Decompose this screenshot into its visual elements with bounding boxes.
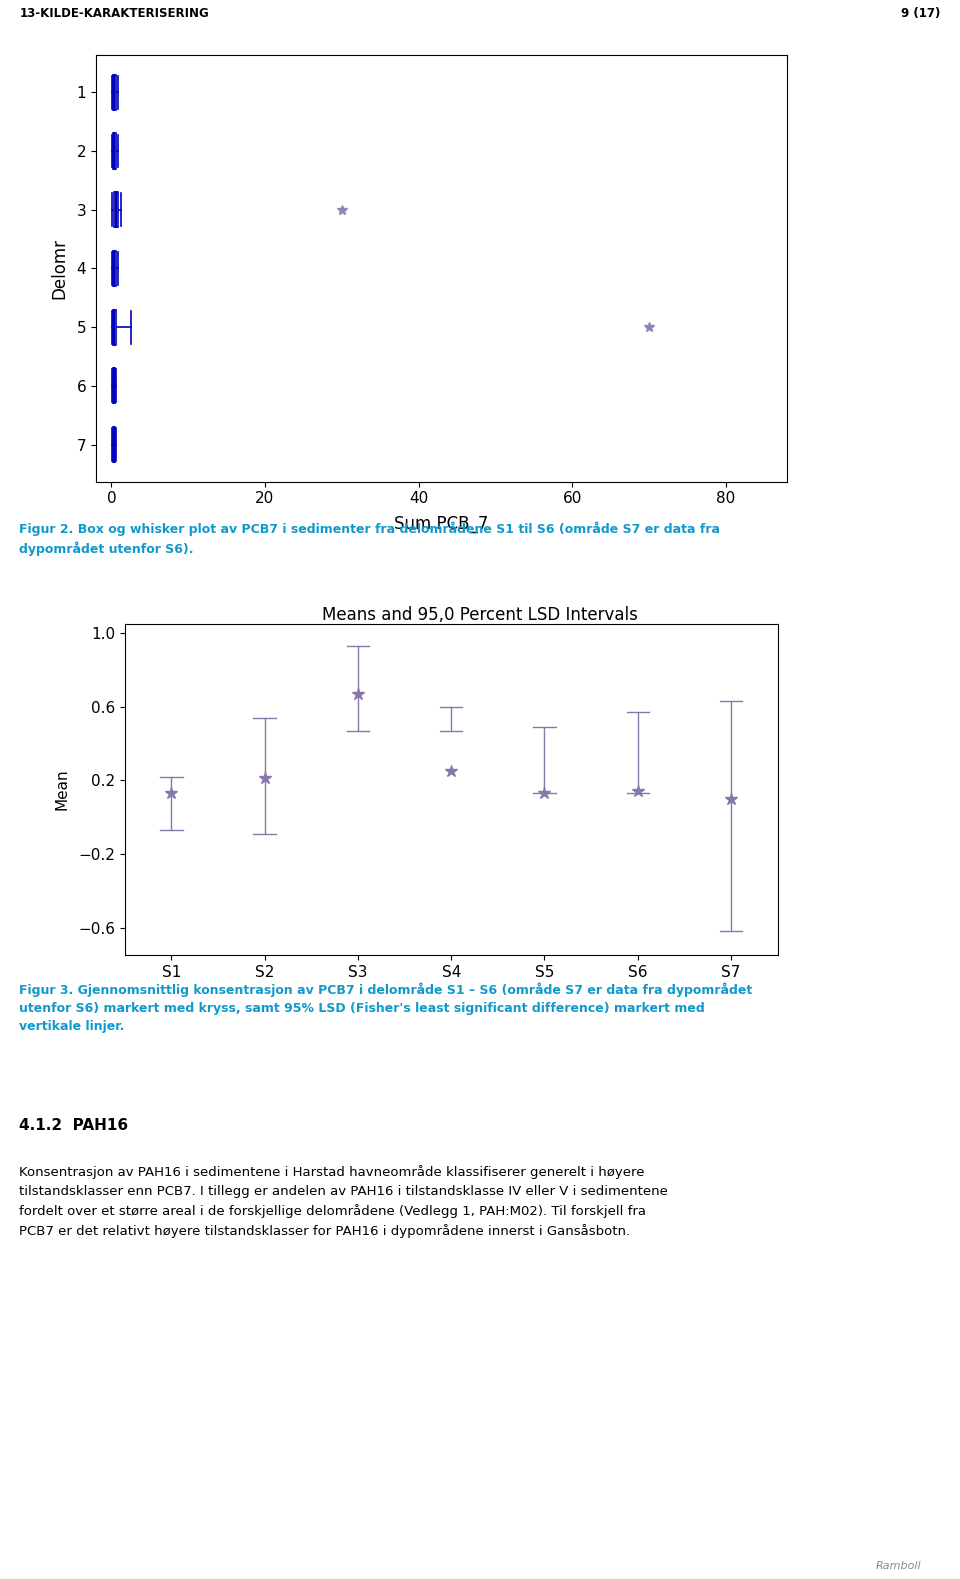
Y-axis label: Mean: Mean [55,769,70,810]
Bar [113,74,115,111]
Y-axis label: Delomr: Delomr [50,238,68,298]
Bar [112,368,115,404]
Text: 4.1.2  PAH16: 4.1.2 PAH16 [19,1118,129,1132]
X-axis label: Sum PCB_7: Sum PCB_7 [395,515,489,532]
Bar [112,426,114,463]
Text: Means and 95,0 Percent LSD Intervals: Means and 95,0 Percent LSD Intervals [322,606,638,624]
Bar [113,251,116,286]
Text: 9 (17): 9 (17) [901,6,941,21]
Text: Ramboll: Ramboll [876,1562,922,1571]
Text: Konsentrasjon av PAH16 i sedimentene i Harstad havneområde klassifiserer generel: Konsentrasjon av PAH16 i sedimentene i H… [19,1165,668,1238]
Text: Figur 2. Box og whisker plot av PCB7 i sedimenter fra delområdene S1 til S6 (omr: Figur 2. Box og whisker plot av PCB7 i s… [19,521,720,556]
Bar [113,309,115,344]
Bar [114,193,117,227]
Bar [113,133,116,169]
Text: Figur 3. Gjennomsnittlig konsentrasjon av PCB7 i delområde S1 – S6 (område S7 er: Figur 3. Gjennomsnittlig konsentrasjon a… [19,982,753,1033]
Text: 13-KILDE-KARAKTERISERING: 13-KILDE-KARAKTERISERING [19,6,209,21]
